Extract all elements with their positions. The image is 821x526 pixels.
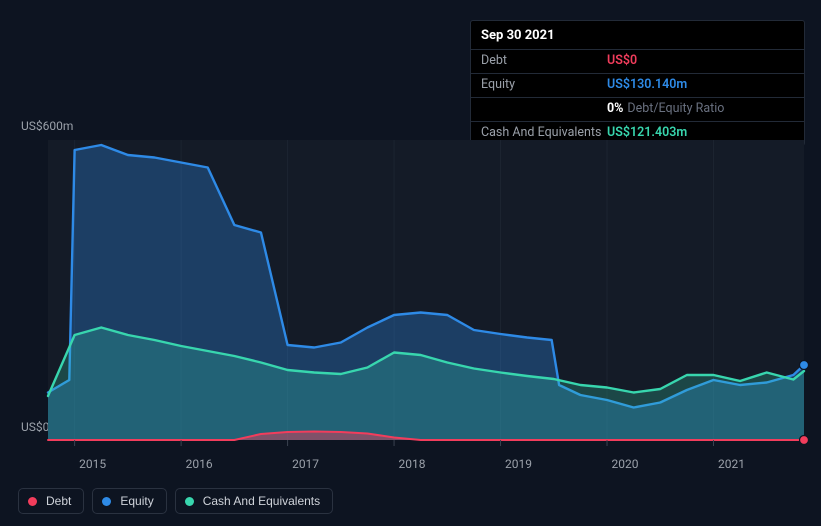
legend-dot bbox=[102, 497, 111, 506]
end-marker bbox=[800, 361, 809, 370]
tooltip-row-label: Equity bbox=[481, 77, 607, 94]
legend: Debt Equity Cash And Equivalents bbox=[18, 488, 333, 514]
x-axis-tick: 2018 bbox=[399, 457, 426, 471]
x-axis-tick: 2017 bbox=[292, 457, 319, 471]
tooltip-row-pct: 0% bbox=[607, 101, 623, 118]
x-axis-tick: 2021 bbox=[718, 457, 745, 471]
legend-item[interactable]: Equity bbox=[92, 488, 166, 514]
tooltip-row: 0% Debt/Equity Ratio bbox=[471, 97, 804, 121]
y-axis-label-top: US$600m bbox=[21, 119, 73, 133]
tooltip-row-value: US$130.140m bbox=[607, 77, 687, 94]
legend-label: Debt bbox=[46, 494, 71, 508]
x-axis-tick: 2020 bbox=[612, 457, 639, 471]
legend-dot bbox=[28, 497, 37, 506]
y-axis-label-bottom: US$0 bbox=[21, 420, 49, 434]
tooltip-row: EquityUS$130.140m bbox=[471, 73, 804, 97]
legend-item[interactable]: Cash And Equivalents bbox=[175, 488, 333, 514]
x-axis-tick: 2019 bbox=[505, 457, 532, 471]
tooltip-row-label: Debt bbox=[481, 53, 607, 70]
legend-dot bbox=[185, 497, 194, 506]
x-axis: 2015 2016 2017 2018 2019 2020 2021 bbox=[66, 457, 821, 477]
tooltip-row: DebtUS$0 bbox=[471, 49, 804, 73]
legend-label: Cash And Equivalents bbox=[203, 494, 320, 508]
tooltip-row-value: US$0 bbox=[607, 53, 637, 70]
tooltip-row-sub: Debt/Equity Ratio bbox=[627, 101, 724, 118]
x-axis-tick: 2016 bbox=[186, 457, 213, 471]
x-axis-tick: 2015 bbox=[79, 457, 106, 471]
tooltip-date: Sep 30 2021 bbox=[471, 21, 804, 49]
chart-area: US$600m US$0 201520162017201820192020202… bbox=[18, 120, 804, 450]
end-marker bbox=[800, 436, 809, 445]
legend-label: Equity bbox=[120, 494, 153, 508]
chart-svg[interactable] bbox=[48, 140, 804, 440]
legend-item[interactable]: Debt bbox=[18, 488, 84, 514]
